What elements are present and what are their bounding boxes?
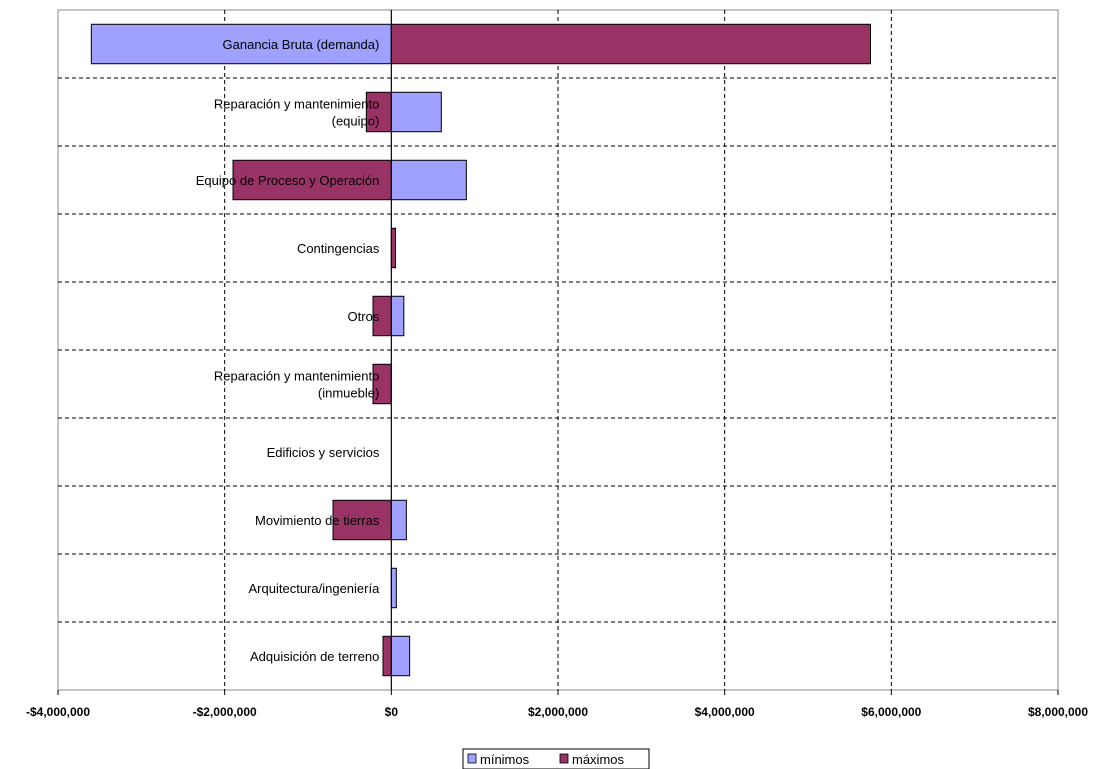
category-label: Contingencias [297,241,380,256]
category-label: Edificios y servicios [267,445,380,460]
bar-maximos [390,227,397,269]
category-label: Reparación y mantenimiento [214,97,379,112]
x-axis: -$4,000,000 -$2,000,000 $0 $2,000,000 $4,000… [26,690,1088,719]
legend-label-minimos: mínimos [480,752,530,767]
bar-maximos [382,635,392,677]
bar-minimos [390,159,467,201]
bar-minimos [90,23,392,65]
category-label: Otros [348,309,380,324]
bar-minimos [390,499,407,541]
category-label: Reparación y mantenimiento [214,369,379,384]
legend-box [462,748,650,769]
x-tick-label: $8,000,000 [1028,705,1088,719]
x-tick-label: $4,000,000 [695,705,755,719]
bars [90,23,871,677]
legend-label-maximos: máximos [572,752,625,767]
bar-maximos [390,23,871,65]
category-label: Equipo de Proceso y Operación [196,173,380,188]
category-label: Ganancia Bruta (demanda) [223,37,380,52]
bar-minimos [390,567,397,609]
legend: mínimos máximos [462,748,650,769]
category-label: Movimiento de tierras [255,513,380,528]
bar-minimos [390,635,411,677]
x-tick-label: $6,000,000 [861,705,921,719]
bar-maximos [365,91,392,133]
category-label: (equipo) [332,114,380,129]
legend-swatch-maximos [559,753,569,764]
bar-minimos [390,295,405,337]
grid [58,10,1058,690]
x-tick-label: -$4,000,000 [26,705,90,719]
bar-maximos [332,499,392,541]
category-label: Adquisición de terreno [250,649,379,664]
legend-swatch-minimos [467,753,477,764]
x-tick-label: -$2,000,000 [193,705,257,719]
category-label: (inmueble) [318,386,379,401]
bar-minimos [390,91,442,133]
category-labels: Ganancia Bruta (demanda) Reparación y man… [196,37,380,664]
bar-maximos [232,159,392,201]
x-tick-label: $2,000,000 [528,705,588,719]
x-tick-label: $0 [385,705,399,719]
category-label: Arquitectura/ingeniería [249,581,381,596]
